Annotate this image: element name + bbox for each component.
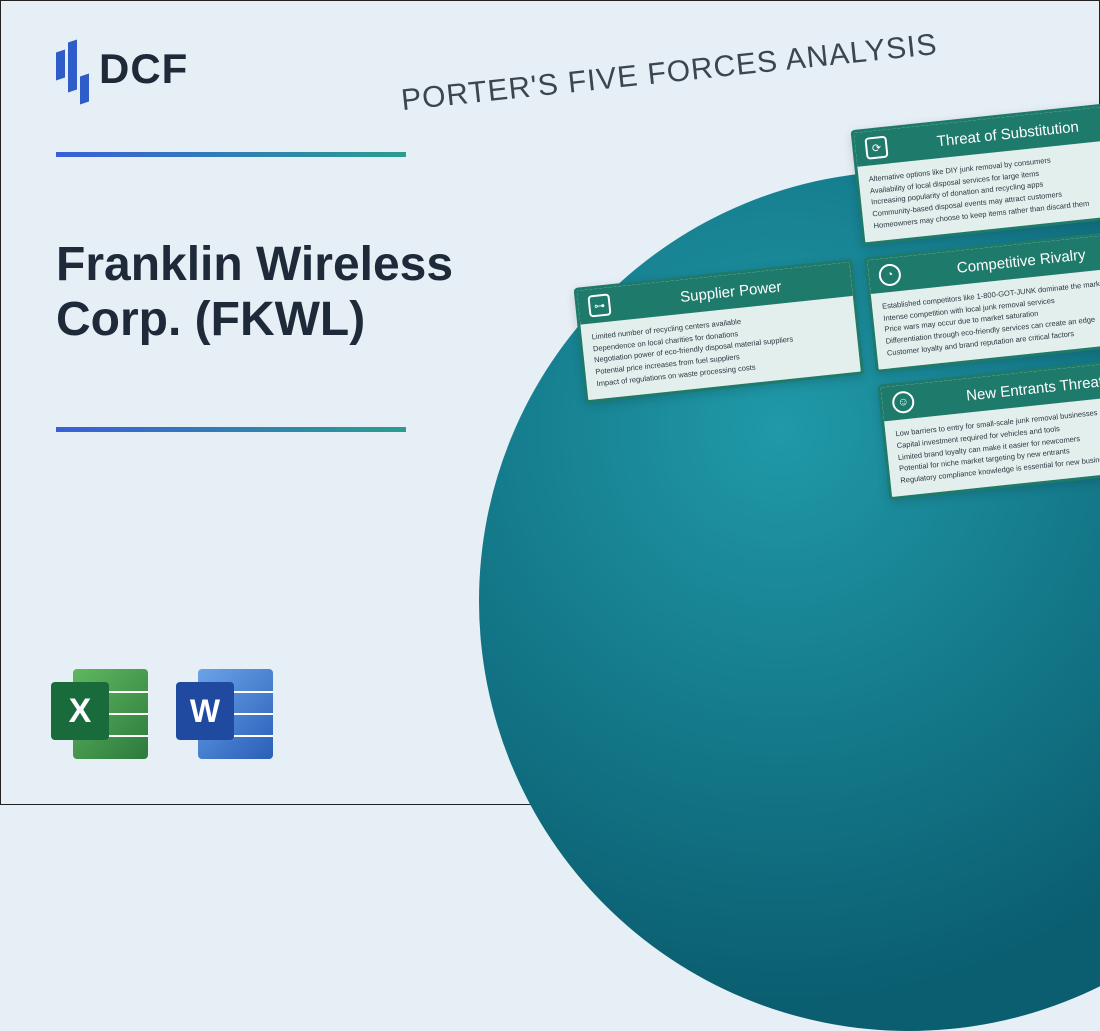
chart-icon: ◔ (878, 263, 902, 287)
key-icon: ⊶ (587, 294, 611, 318)
card-substitution: ⟳ Threat of Substitution Alternative opt… (851, 101, 1100, 246)
refresh-icon: ⟳ (864, 136, 888, 160)
page-title: Franklin Wireless Corp. (FKWL) (56, 237, 536, 347)
brand-name: DCF (99, 45, 188, 93)
divider-bottom (56, 427, 406, 432)
logo-bars-icon (56, 41, 89, 97)
app-icons-row: X W (51, 664, 276, 764)
person-plus-icon: ☺ (891, 390, 915, 414)
divider-top (56, 152, 406, 157)
card-supplier: ⊶ Supplier Power Limited number of recyc… (574, 259, 865, 404)
word-icon[interactable]: W (176, 664, 276, 764)
porter-cards: ⟳ Threat of Substitution Alternative opt… (532, 101, 1100, 546)
card-rivalry: ◔ Competitive Rivalry Established compet… (864, 228, 1100, 373)
excel-icon[interactable]: X (51, 664, 151, 764)
card-entrants: ☺ New Entrants Threat Low barriers to en… (877, 356, 1100, 501)
